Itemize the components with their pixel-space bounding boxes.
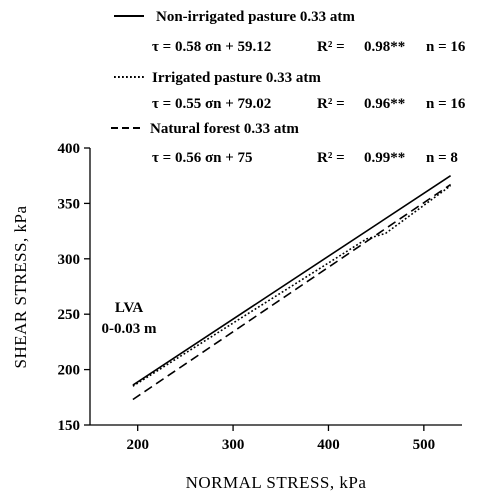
legend-entry-natural-forest: Natural forest 0.33 atm τ = 0.56 σn + 75… [111,121,458,166]
r2-value-natural-forest: 0.99** [364,150,405,166]
legend-label-natural-forest: Natural forest 0.33 atm [150,121,299,137]
annotation-depth: 0-0.03 m [102,321,157,337]
equation-natural-forest: τ = 0.56 σn + 75 [152,150,253,166]
annotation-lva: LVA [115,300,144,316]
series-line-non-irrigated [132,175,452,386]
y-tick-label: 150 [58,418,81,434]
y-tick-label: 300 [58,252,81,268]
y-tick-label: 250 [58,307,81,323]
x-tick-label: 200 [126,437,149,453]
legend-label-irrigated: Irrigated pasture 0.33 atm [152,70,321,86]
x-tick-label: 400 [317,437,340,453]
n-label-irrigated: n = 16 [426,96,466,112]
r2-label-irrigated: R² = [317,96,345,112]
plot-axes [89,148,462,426]
n-label-non-irrigated: n = 16 [426,39,466,55]
x-tick-label: 500 [413,437,436,453]
y-axis-title: SHEAR STRESS, kPa [11,206,30,369]
x-axis-title: NORMAL STRESS, kPa [186,473,367,492]
legend-label-non-irrigated: Non-irrigated pasture 0.33 atm [156,9,355,25]
legend-entry-non-irrigated: Non-irrigated pasture 0.33 atm τ = 0.58 … [114,9,466,55]
r2-value-non-irrigated: 0.98** [364,39,405,55]
legend: Non-irrigated pasture 0.33 atm τ = 0.58 … [111,9,466,166]
series-lines [132,175,452,401]
n-label-natural-forest: n = 8 [426,150,458,166]
r2-label-non-irrigated: R² = [317,39,345,55]
r2-label-natural-forest: R² = [317,150,345,166]
y-tick-label: 200 [58,363,81,379]
series-line-natural-forest [132,183,452,401]
equation-irrigated: τ = 0.55 σn + 79.02 [152,96,271,112]
y-tick-label: 400 [58,141,81,157]
y-tick-label: 350 [58,196,81,212]
equation-non-irrigated: τ = 0.58 σn + 59.12 [152,39,271,55]
axis-ticks: 200 300 400 500 150 200 250 300 350 400 [58,141,436,453]
x-tick-label: 300 [222,437,245,453]
series-line-irrigated [132,185,452,387]
legend-entry-irrigated: Irrigated pasture 0.33 atm τ = 0.55 σn +… [114,70,466,112]
r2-value-irrigated: 0.96** [364,96,405,112]
